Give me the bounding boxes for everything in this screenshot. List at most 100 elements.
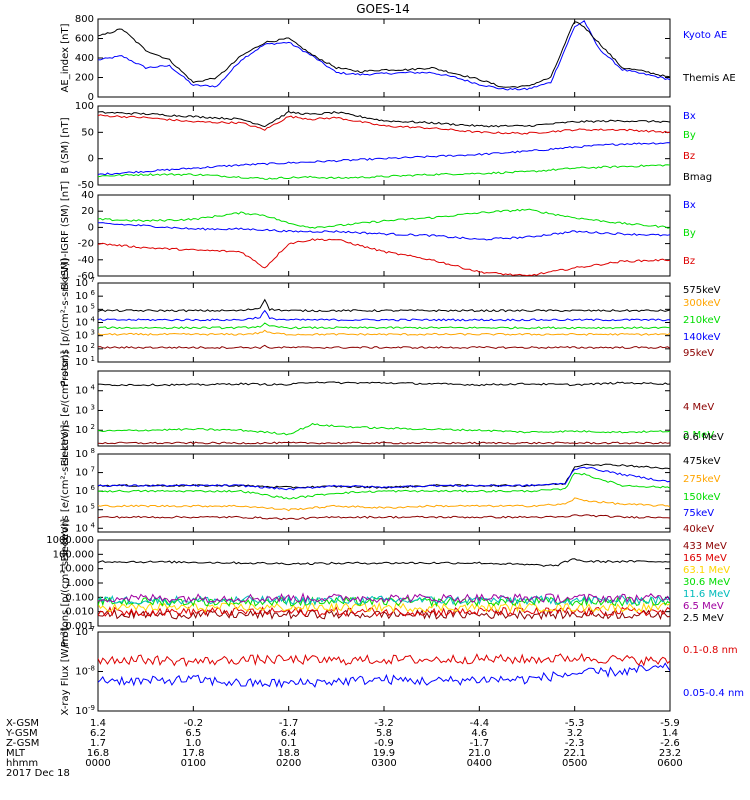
series-line-11-6-mev: [98, 594, 670, 606]
series-line-30-6-mev: [98, 596, 670, 608]
ytick-exponent: 7: [91, 276, 95, 284]
ytick-label: -40: [78, 255, 94, 266]
ytick-exponent: -9: [88, 704, 95, 712]
ephemeris-row-label: Y-GSM: [5, 728, 38, 739]
ytick-label: 100: [75, 101, 94, 112]
ephemeris-value: 18.8: [278, 748, 300, 759]
ytick-label: -60: [78, 271, 94, 282]
ephemeris-value: -1.7: [470, 738, 490, 749]
ytick-label: 10: [75, 304, 88, 315]
ytick-label: 10: [75, 425, 88, 436]
legend-165-mev: 165 MeV: [683, 553, 727, 564]
ytick-exponent: 6: [91, 484, 96, 492]
ephemeris-value: 6.4: [281, 728, 297, 739]
series-line-bz: [98, 114, 670, 135]
ephemeris-value: 19.9: [373, 748, 395, 759]
series-line-210kev: [98, 322, 670, 330]
series-line-140kev: [98, 309, 670, 322]
legend-bz: Bz: [683, 256, 695, 267]
ytick-label: 0: [88, 92, 94, 103]
legend-150kev: 150keV: [683, 492, 721, 503]
series-line-75kev: [98, 466, 670, 491]
panel-ylabel: X-ray Flux [W/m²]: [60, 627, 71, 715]
series-line-0-1-0-8-nm: [98, 652, 670, 668]
ephemeris-value: 0000: [85, 758, 110, 769]
ytick-exponent: 4: [91, 521, 96, 529]
legend-275kev: 275keV: [683, 474, 721, 485]
ephemeris-value: 0300: [371, 758, 396, 769]
series-line-433-mev: [98, 608, 670, 621]
ytick-label: 0: [88, 154, 94, 165]
ephemeris-value: 4.6: [471, 728, 487, 739]
series-line-bx: [98, 142, 670, 176]
ytick-label: 10: [75, 449, 88, 460]
series-line-0-6-mev: [98, 381, 670, 387]
ytick-exponent: 8: [91, 447, 95, 455]
legend-themis-ae: Themis AE: [682, 73, 736, 84]
legend-11-6-mev: 11.6 MeV: [683, 589, 730, 600]
ytick-label: 10: [75, 318, 88, 329]
legend-0-05-0-4-nm: 0.05-0.4 nm: [683, 688, 744, 699]
ephemeris-value: -4.4: [470, 718, 490, 729]
panel-2: -50 0 50 100 B (SM) [nT] Bx By Bz Bmag: [60, 101, 712, 191]
ephemeris-value: -0.2: [184, 718, 204, 729]
legend-210kev: 210keV: [683, 315, 721, 326]
ephemeris-value: 5.8: [376, 728, 392, 739]
legend-0-1-0-8-nm: 0.1-0.8 nm: [683, 645, 738, 656]
ephemeris-value: 6.2: [90, 728, 106, 739]
ytick-label: 0.010: [65, 607, 94, 618]
legend-bx: Bx: [683, 111, 696, 122]
ephemeris-row-label: hhmm: [6, 758, 38, 769]
ytick-label: 100.000: [53, 549, 94, 560]
ytick-label: 800: [75, 14, 94, 25]
ytick-label: 10: [75, 468, 88, 479]
series-line-bx: [98, 222, 670, 241]
ephemeris-value: -3.2: [374, 718, 394, 729]
ephemeris-value: 6.5: [185, 728, 201, 739]
legend-475kev: 475keV: [683, 456, 721, 467]
ytick-label: 10: [75, 523, 88, 534]
ytick-label: 0.001: [65, 621, 94, 632]
ephemeris-value: -0.9: [374, 738, 394, 749]
ytick-label: -20: [78, 239, 94, 250]
panel-frame: [97, 282, 671, 363]
series-line-bz: [98, 238, 670, 276]
series-line-575kev: [98, 298, 670, 313]
series-line-themis-ae: [98, 21, 670, 89]
ephemeris-row-label: X-GSM: [6, 718, 39, 729]
ephemeris-row-label: Z-GSM: [6, 738, 39, 749]
legend-bx: Bx: [683, 200, 696, 211]
ytick-label: 10: [75, 331, 88, 342]
series-line-63-1-mev: [98, 601, 670, 613]
ephemeris-value: 23.2: [659, 748, 681, 759]
legend-95kev: 95keV: [683, 348, 714, 359]
legend-2-mev: 2 MeV: [683, 430, 714, 441]
series-line-95kev: [98, 344, 670, 350]
ytick-label: 400: [75, 53, 94, 64]
ytick-exponent: 7: [91, 466, 95, 474]
legend-575kev: 575keV: [683, 285, 721, 296]
legend-by: By: [683, 130, 696, 141]
ephemeris-value: 0600: [657, 758, 682, 769]
series-line-6-5-mev: [98, 592, 670, 604]
ephemeris-value: 1.4: [90, 718, 106, 729]
series-line-2-5-mev: [98, 558, 670, 567]
series-line-475kev: [98, 463, 670, 489]
legend-75kev: 75keV: [683, 508, 714, 519]
series-line-165-mev: [98, 606, 670, 618]
ephemeris-value: 0.1: [281, 738, 297, 749]
ytick-label: 1.000: [65, 578, 94, 589]
series-line-2-mev: [98, 422, 670, 436]
ytick-label: 10.000: [59, 564, 94, 575]
legend-2-5-mev: 2.5 MeV: [683, 613, 724, 624]
ephemeris-value: 0400: [467, 758, 492, 769]
panel-8: 10-910-810 -7X-ray Flux [W/m²] 0.1-0.8 nm0…: [60, 625, 744, 717]
ytick-label: 10: [75, 667, 88, 678]
ytick-exponent: 1: [91, 355, 95, 363]
ytick-label: 10: [75, 357, 88, 368]
ephemeris-value: 21.0: [468, 748, 490, 759]
ytick-exponent: 2: [91, 423, 95, 431]
ytick-label: 40: [81, 190, 94, 201]
